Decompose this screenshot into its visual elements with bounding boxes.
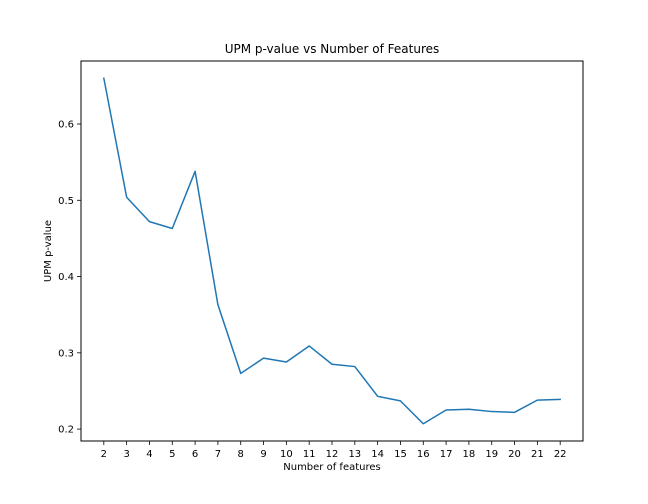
x-tick-label: 2 (101, 449, 107, 460)
x-tick-label: 14 (371, 449, 384, 460)
y-axis-label: UPM p-value (43, 220, 54, 282)
x-tick-label: 15 (394, 449, 407, 460)
x-tick-label: 9 (260, 449, 266, 460)
x-tick-label: 6 (192, 449, 198, 460)
x-tick-label: 5 (169, 449, 175, 460)
y-tick-label: 0.6 (58, 120, 74, 131)
x-tick-label: 18 (463, 449, 476, 460)
x-tick-label: 7 (215, 449, 221, 460)
x-tick-label: 13 (348, 449, 361, 460)
x-tick-label: 19 (485, 449, 498, 460)
plot-area-frame (80, 60, 584, 442)
y-tick-label: 0.4 (58, 272, 74, 283)
y-tick-label: 0.5 (58, 196, 74, 207)
x-tick-label: 22 (554, 449, 567, 460)
x-tick-label: 20 (508, 449, 521, 460)
x-axis-label: Number of features (283, 462, 380, 473)
x-tick-label: 8 (238, 449, 244, 460)
x-tick-label: 10 (280, 449, 293, 460)
x-tick-label: 21 (531, 449, 544, 460)
x-tick-label: 17 (440, 449, 453, 460)
y-tick-label: 0.2 (58, 425, 74, 436)
data-layer (102, 77, 561, 425)
x-tick-label: 16 (417, 449, 430, 460)
x-tick-label: 4 (146, 449, 152, 460)
tick-layer: 2 3 4 5 6 7 8 9 10 11 12 13 14 15 16 17 18 19 20 21 22 0.2 0.3… (58, 120, 566, 460)
y-tick-label: 0.3 (58, 348, 74, 359)
x-tick-label: 3 (123, 449, 129, 460)
x-tick-label: 11 (303, 449, 316, 460)
chart-title: UPM p-value vs Number of Features (225, 42, 440, 56)
series-line (102, 77, 561, 425)
x-tick-label: 12 (326, 449, 339, 460)
